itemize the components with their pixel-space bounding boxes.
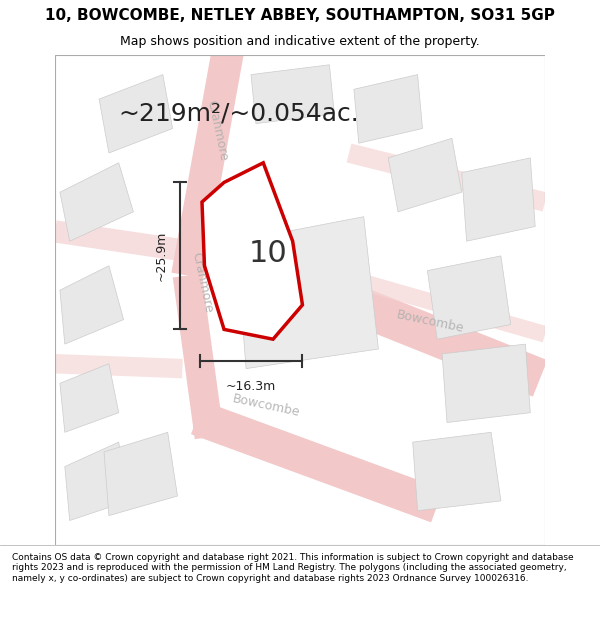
Polygon shape (388, 138, 462, 212)
Text: Map shows position and indicative extent of the property.: Map shows position and indicative extent… (120, 35, 480, 48)
Polygon shape (60, 162, 133, 241)
Text: Bowcombe: Bowcombe (395, 309, 465, 336)
Polygon shape (173, 274, 224, 439)
Text: Contains OS data © Crown copyright and database right 2021. This information is : Contains OS data © Crown copyright and d… (12, 553, 574, 582)
Text: ~25.9m: ~25.9m (155, 231, 168, 281)
Text: 10: 10 (248, 239, 287, 268)
Polygon shape (60, 364, 119, 432)
Polygon shape (354, 74, 422, 143)
Polygon shape (251, 65, 334, 124)
Polygon shape (313, 272, 547, 397)
Polygon shape (104, 432, 178, 516)
Polygon shape (413, 432, 501, 511)
Polygon shape (60, 266, 124, 344)
Text: ~16.3m: ~16.3m (226, 380, 276, 393)
Polygon shape (442, 344, 530, 422)
Polygon shape (236, 217, 379, 369)
Polygon shape (99, 74, 173, 153)
Text: Bowcombe: Bowcombe (230, 392, 301, 419)
Polygon shape (427, 256, 511, 339)
Text: 10, BOWCOMBE, NETLEY ABBEY, SOUTHAMPTON, SO31 5GP: 10, BOWCOMBE, NETLEY ABBEY, SOUTHAMPTON,… (45, 8, 555, 23)
Polygon shape (172, 42, 245, 278)
Polygon shape (191, 401, 443, 522)
Text: ~219m²/~0.054ac.: ~219m²/~0.054ac. (119, 102, 359, 126)
Polygon shape (462, 158, 535, 241)
Text: Cranmore: Cranmore (189, 251, 215, 314)
Polygon shape (202, 162, 302, 339)
Text: Cranmore: Cranmore (204, 99, 229, 162)
Polygon shape (65, 442, 128, 521)
